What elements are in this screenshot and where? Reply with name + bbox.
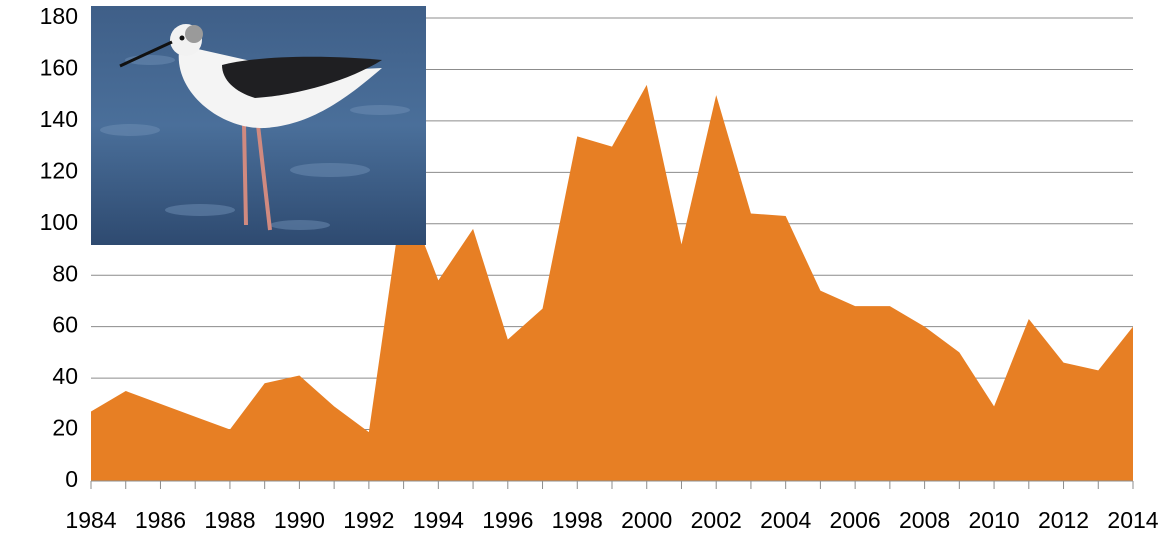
x-tick-label: 1992 (343, 507, 394, 533)
x-tick-label: 2002 (691, 507, 742, 533)
x-tick-label: 1990 (274, 507, 325, 533)
plot-area (91, 84, 1133, 481)
x-tick-label: 1998 (552, 507, 603, 533)
y-tick-label: 100 (40, 209, 78, 235)
y-tick-label: 40 (52, 363, 78, 389)
y-tick-label: 0 (65, 466, 78, 492)
y-tick-label: 20 (52, 415, 78, 441)
y-tick-label: 60 (52, 312, 78, 338)
y-tick-label: 160 (40, 55, 78, 81)
x-tick-label: 1984 (65, 507, 116, 533)
x-tick-label: 1986 (135, 507, 186, 533)
y-tick-label: 80 (52, 260, 78, 286)
y-tick-label: 180 (40, 3, 78, 29)
x-tick-label: 2014 (1107, 507, 1158, 533)
area (91, 84, 1133, 481)
x-tick-label: 1988 (204, 507, 255, 533)
x-tick-label: 1996 (482, 507, 533, 533)
x-tick-label: 2012 (1038, 507, 1089, 533)
x-tick-label: 2000 (621, 507, 672, 533)
x-tick-label: 1994 (413, 507, 464, 533)
x-tick-label: 2010 (968, 507, 1019, 533)
y-tick-label: 140 (40, 106, 78, 132)
x-tick-label: 2004 (760, 507, 811, 533)
y-tick-label: 120 (40, 157, 78, 183)
bird-photo (91, 6, 426, 245)
x-tick-label: 2006 (830, 507, 881, 533)
x-tick-label: 2008 (899, 507, 950, 533)
